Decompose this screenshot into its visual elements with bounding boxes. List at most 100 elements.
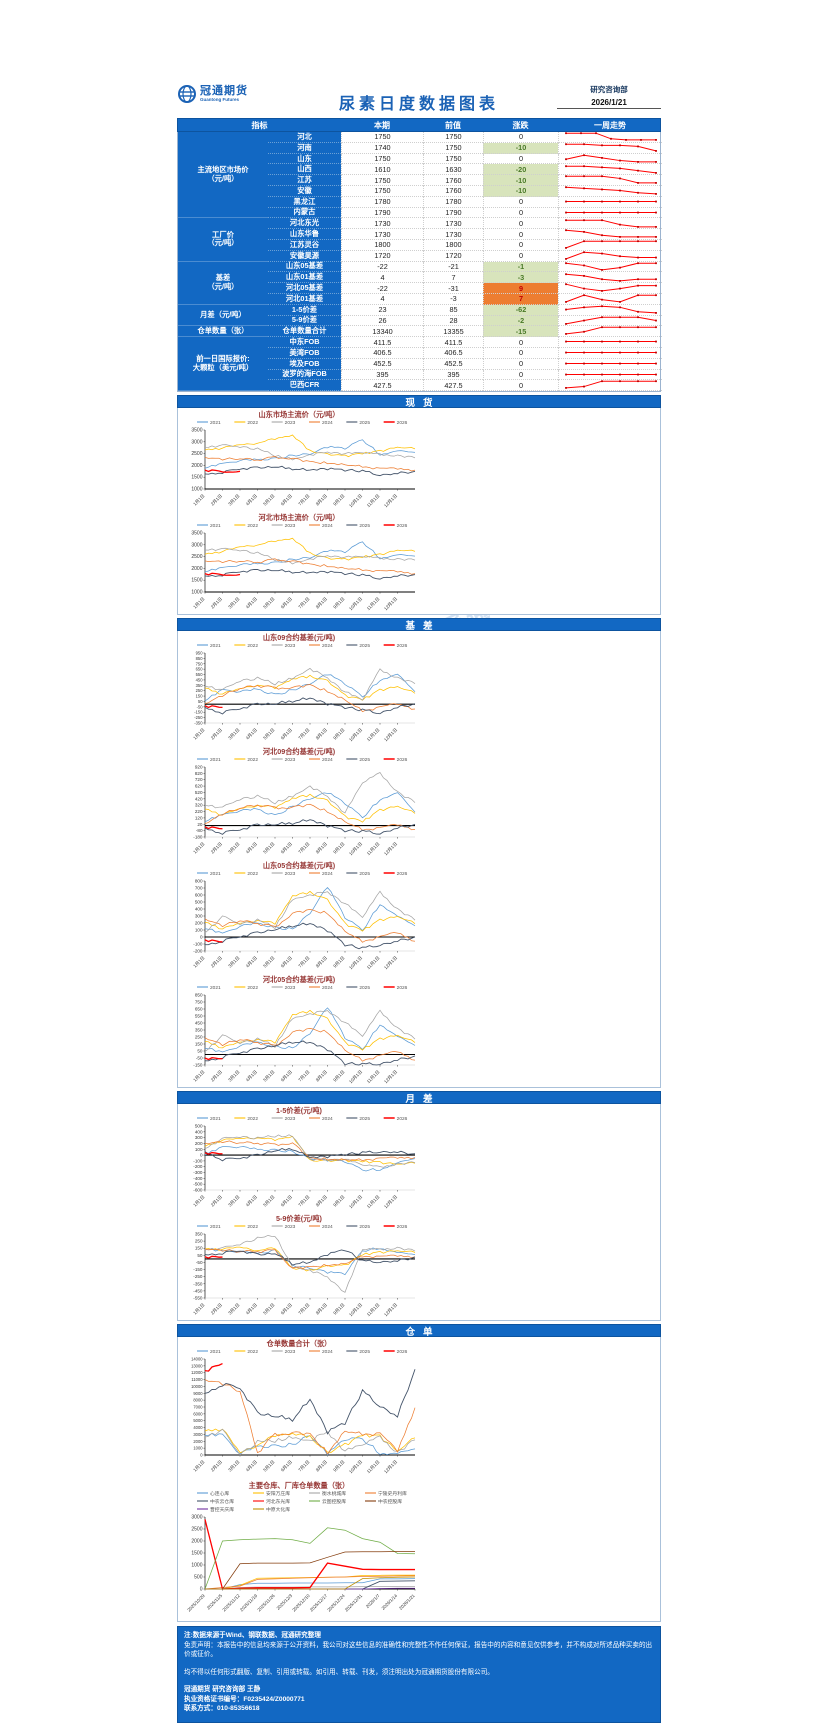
svg-text:2月1日: 2月1日 [210, 1069, 224, 1083]
trend-cell [558, 239, 662, 251]
previous-value: 1750 [423, 132, 483, 143]
svg-text:2021: 2021 [210, 523, 221, 529]
svg-text:2025/11/5: 2025/11/5 [206, 1593, 224, 1611]
trend-sparkline [564, 240, 657, 249]
change-value: 0 [483, 229, 558, 240]
previous-value: 1790 [423, 207, 483, 219]
svg-text:3000: 3000 [191, 542, 202, 548]
trend-cell [558, 283, 662, 294]
previous-value: 452.5 [423, 358, 483, 370]
indicator-name: 巴西CFR [268, 380, 341, 392]
chart-receipt-total: 仓单数量合计（张） 2021 2022 2023 2024 2025 2026 14000 13… [178, 1337, 420, 1479]
contact-phone: 联系方式：010-85356618 [184, 1705, 260, 1713]
trend-sparkline [564, 373, 657, 376]
current-value: 1750 [341, 175, 423, 186]
current-value: 1740 [341, 142, 423, 154]
svg-text:13000: 13000 [191, 1363, 203, 1368]
svg-text:-450: -450 [193, 1289, 203, 1294]
report-date: 2026/1/21 [557, 98, 661, 109]
svg-text:800: 800 [195, 879, 203, 884]
previous-value: 1760 [423, 175, 483, 186]
chart-svg: 山东05合约基差(元/吨) 2021 2022 2023 2024 2025 2026 800… [192, 861, 416, 971]
svg-text:6月1日: 6月1日 [280, 841, 294, 855]
svg-text:安阳万庄库: 安阳万庄库 [266, 1490, 290, 1497]
svg-text:150: 150 [196, 694, 204, 699]
svg-text:河北市场主流价（元/吨）: 河北市场主流价（元/吨） [258, 513, 339, 522]
svg-text:4月1日: 4月1日 [245, 1194, 259, 1208]
trend-cell [558, 207, 662, 219]
section-bar-receipt: 仓单 [177, 1324, 661, 1338]
svg-text:-500: -500 [193, 1182, 203, 1187]
previous-value: -31 [423, 283, 483, 294]
svg-text:2025: 2025 [359, 757, 370, 763]
current-value: 1720 [341, 250, 423, 262]
svg-text:10月1日: 10月1日 [348, 1302, 364, 1318]
indicator-group-label: 主流地区市场价 （元/吨） [178, 132, 268, 219]
svg-text:2021: 2021 [210, 643, 221, 649]
current-value: 23 [341, 304, 423, 316]
company-logo: 冠通期货 Guantong Futures [177, 84, 248, 104]
svg-text:8月1日: 8月1日 [315, 841, 329, 855]
previous-value: -3 [423, 293, 483, 305]
trend-sparkline [564, 380, 657, 390]
svg-text:920: 920 [195, 765, 203, 770]
svg-text:2000: 2000 [191, 1539, 202, 1545]
svg-text:9月1日: 9月1日 [332, 841, 346, 855]
svg-text:9月1日: 9月1日 [332, 1194, 346, 1208]
svg-text:6月1日: 6月1日 [280, 1194, 294, 1208]
change-value: 0 [483, 358, 558, 370]
chart-shandong-09-basis: 山东09合约基差(元/吨) 2021 2022 2023 2024 2025 2026 950… [178, 631, 420, 745]
trend-cell [558, 315, 662, 327]
svg-text:14000: 14000 [191, 1357, 203, 1362]
svg-text:400: 400 [195, 907, 203, 912]
trend-sparkline [564, 283, 657, 293]
svg-text:9月1日: 9月1日 [332, 1069, 346, 1083]
chart-svg: 1-5价差(元/吨) 2021 2022 2023 2024 2025 2026 500400… [192, 1106, 416, 1210]
svg-text:2022: 2022 [247, 1116, 258, 1122]
chart-hebei-09-basis: 河北09合约基差(元/吨) 2021 2022 2023 2024 2025 2026 920… [178, 745, 420, 859]
current-value: 427.5 [341, 380, 423, 392]
svg-text:1000: 1000 [191, 590, 202, 596]
svg-text:0: 0 [200, 1153, 203, 1158]
svg-text:2025: 2025 [359, 985, 370, 991]
svg-text:2000: 2000 [193, 1439, 203, 1444]
svg-text:100: 100 [195, 928, 203, 933]
col-header-current: 本期 [374, 120, 390, 130]
trend-cell [558, 218, 662, 230]
svg-text:11月1日: 11月1日 [366, 1194, 382, 1210]
svg-text:350: 350 [195, 1232, 203, 1237]
svg-text:12月1日: 12月1日 [383, 1069, 399, 1085]
svg-text:宁陵史丹利库: 宁陵史丹利库 [378, 1490, 407, 1497]
svg-text:10000: 10000 [191, 1384, 203, 1389]
svg-text:1-5价差(元/吨): 1-5价差(元/吨) [276, 1106, 323, 1115]
previous-value: -21 [423, 261, 483, 273]
indicator-name: 山西 [268, 164, 341, 176]
change-value: 0 [483, 153, 558, 165]
svg-text:9月1日: 9月1日 [332, 955, 346, 969]
svg-text:2023: 2023 [285, 1116, 296, 1122]
current-value: 1730 [341, 218, 423, 230]
svg-text:6月1日: 6月1日 [280, 1459, 294, 1473]
svg-text:2021: 2021 [210, 1224, 221, 1230]
indicator-group-label: 基差 （元/吨） [178, 261, 268, 305]
svg-text:7月1日: 7月1日 [297, 493, 311, 507]
svg-text:1月1日: 1月1日 [192, 1194, 206, 1208]
svg-text:-150: -150 [194, 710, 203, 715]
trend-sparkline [564, 164, 657, 174]
svg-text:350: 350 [196, 683, 204, 688]
svg-text:2023: 2023 [285, 871, 296, 877]
svg-text:6月1日: 6月1日 [280, 596, 294, 610]
svg-text:8月1日: 8月1日 [315, 1069, 329, 1083]
svg-text:8月1日: 8月1日 [315, 1302, 329, 1316]
svg-text:2022: 2022 [247, 1349, 258, 1355]
svg-text:750: 750 [195, 1000, 203, 1005]
svg-text:衡水桃城库: 衡水桃城库 [322, 1490, 346, 1497]
svg-text:7000: 7000 [193, 1405, 203, 1410]
indicator-name: 江苏 [268, 175, 341, 186]
previous-value: 1760 [423, 185, 483, 197]
svg-text:2025/11/26: 2025/11/26 [256, 1593, 276, 1613]
svg-text:2024: 2024 [322, 1349, 333, 1355]
previous-value: 85 [423, 304, 483, 316]
current-value: 1750 [341, 185, 423, 197]
svg-text:4月1日: 4月1日 [245, 727, 259, 741]
